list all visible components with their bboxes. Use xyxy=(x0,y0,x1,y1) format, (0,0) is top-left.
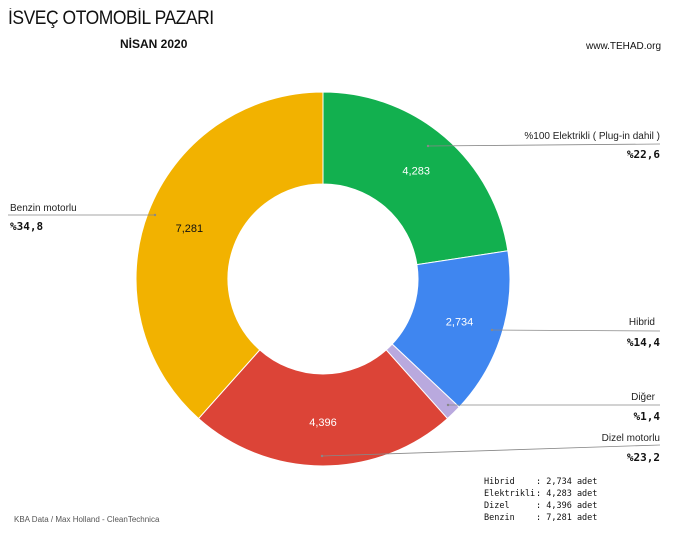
leader-line-hibrid xyxy=(491,329,661,332)
value-label-elektrikli: 4,283 xyxy=(402,166,430,178)
chart-subtitle: NİSAN 2020 xyxy=(120,37,188,51)
slice-percent-benzin: %34,8 xyxy=(10,220,43,233)
summary-row-hibrid: Hibrid: 2,734 adet xyxy=(484,477,598,487)
source-note: KBA Data / Max Holland - CleanTechnica xyxy=(14,515,160,524)
value-label-benzin: 7,281 xyxy=(176,223,204,235)
leader-dot-hibrid xyxy=(490,328,494,332)
leader-dot-benzin xyxy=(153,213,157,217)
leader-dot-dizel xyxy=(320,454,324,458)
slice-name-elektrikli: %100 Elektrikli ( Plug-in dahil ) xyxy=(524,131,660,142)
value-label-hibrid: 2,734 xyxy=(446,316,474,328)
leader-dot-diger xyxy=(446,403,450,407)
leader-dot-elektrikli xyxy=(426,144,430,148)
slice-percent-hibrid: %14,4 xyxy=(627,336,660,349)
slice-elektrikli xyxy=(322,91,509,266)
summary-row-dizel: Dizel: 4,396 adet xyxy=(484,501,598,511)
value-label-dizel: 4,396 xyxy=(309,417,337,429)
summary-row-benzin: Benzin: 7,281 adet xyxy=(484,513,598,523)
slice-dizel xyxy=(197,349,449,467)
leader-lines xyxy=(8,143,661,458)
leader-line-dizel xyxy=(321,444,661,457)
donut-slices xyxy=(135,91,511,467)
slice-annotations: %100 Elektrikli ( Plug-in dahil ) %22,6 Hi… xyxy=(10,131,660,464)
site-url: www.TEHAD.org xyxy=(586,41,662,52)
slice-name-hibrid: Hibrid xyxy=(629,317,655,328)
slice-percent-elektrikli: %22,6 xyxy=(627,148,660,161)
leader-line-elektrikli xyxy=(427,143,661,147)
slice-name-diger: Diğer xyxy=(631,392,656,403)
chart-title: İSVEÇ OTOMOBİL PAZARI xyxy=(8,8,214,29)
slice-benzin xyxy=(135,91,324,420)
summary-table: Hibrid: 2,734 adet Elektrikli: 4,283 ade… xyxy=(484,476,597,524)
slice-percent-diger: %1,4 xyxy=(634,410,661,423)
slice-name-dizel: Dizel motorlu xyxy=(602,433,660,444)
slice-name-benzin: Benzin motorlu xyxy=(10,203,77,214)
summary-row-elektrikli: Elektrikli: 4,283 adet xyxy=(484,489,598,499)
slice-percent-dizel: %23,2 xyxy=(627,451,660,464)
value-labels: 4,283 2,734 4,396 7,281 xyxy=(176,166,474,429)
